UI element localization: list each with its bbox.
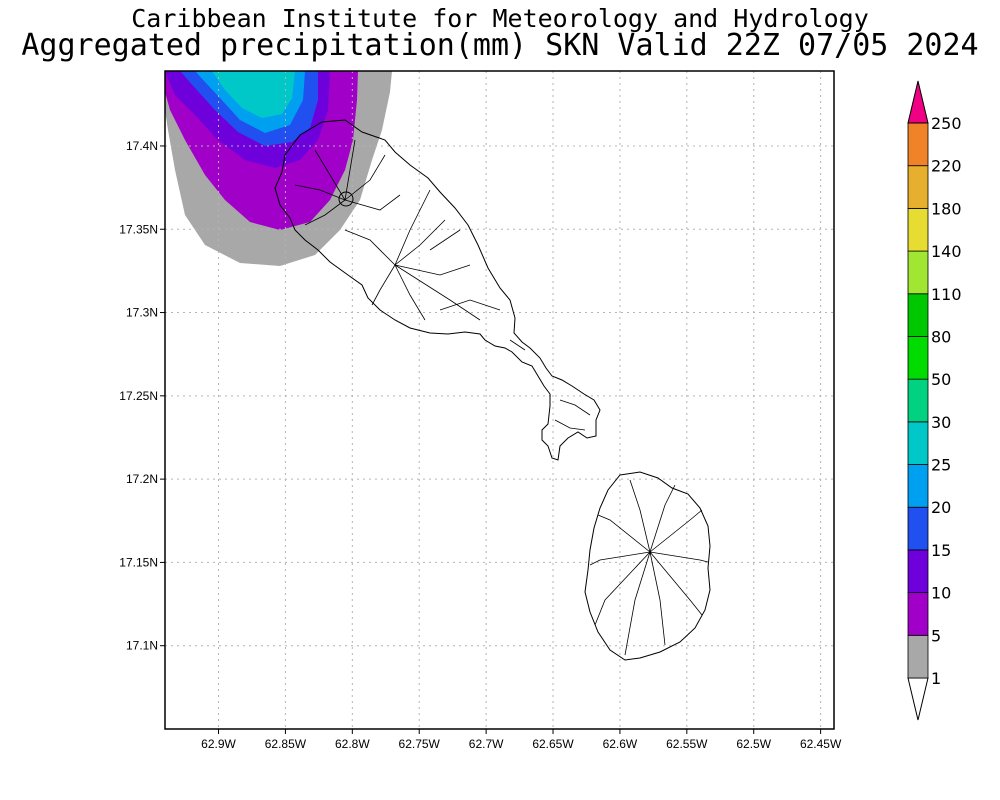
colorbar-label: 220 [931, 157, 962, 176]
colorbar-segment [907, 207, 929, 252]
island-nevis [584, 471, 711, 661]
y-tick-label: 17.25N [119, 389, 158, 403]
x-tick-label: 62.8W [335, 737, 370, 751]
y-tick-label: 17.2N [126, 472, 158, 486]
x-tick-label: 62.7W [469, 737, 504, 751]
x-axis: 62.9W 62.85W 62.8W 62.75W 62.7W 62.65W 62.6W 62… [201, 729, 842, 751]
colorbar-label: 5 [931, 626, 941, 645]
nevis-drainage [589, 479, 709, 656]
chart-title: Caribbean Institute for Meteorology and … [131, 4, 869, 33]
x-tick-label: 62.5W [736, 737, 771, 751]
colorbar-bottom-triangle [907, 677, 929, 721]
colorbar-segment [907, 293, 929, 337]
colorbar-segment [907, 592, 929, 636]
colorbar-segment [907, 165, 929, 209]
colorbar-label: 110 [931, 285, 962, 304]
colorbar-segment [907, 549, 929, 594]
x-tick-label: 62.65W [532, 737, 574, 751]
grid-lines [165, 71, 834, 729]
x-tick-label: 62.75W [399, 737, 441, 751]
colorbar-segment [907, 464, 929, 508]
y-axis: 17.4N 17.35N 17.3N 17.25N 17.2N 17.15N 17.1N [119, 139, 165, 653]
y-tick-label: 17.4N [126, 139, 158, 153]
colorbar-segment [907, 421, 929, 465]
colorbar-label: 250 [931, 114, 962, 133]
plot-frame [164, 70, 835, 730]
y-tick-label: 17.15N [119, 555, 158, 569]
colorbar-segment [907, 122, 929, 167]
colorbar-label: 20 [931, 498, 951, 517]
x-tick-label: 62.85W [265, 737, 307, 751]
colorbar-label: 10 [931, 584, 951, 603]
st-kitts-coastline [274, 119, 601, 461]
colorbar-top-triangle [907, 80, 929, 124]
colorbar-label: 50 [931, 370, 951, 389]
y-tick-label: 17.3N [126, 306, 158, 320]
mount-liamuiga-crater [338, 191, 354, 207]
colorbar-segment [907, 378, 929, 423]
island-st-kitts [274, 119, 601, 461]
colorbar-label: 25 [931, 456, 951, 475]
nevis-coastline [584, 471, 711, 661]
colorbar-label: 15 [931, 541, 951, 560]
precip-band-25-30 [212, 71, 295, 118]
colorbar-segment [907, 634, 929, 679]
colorbar-label: 30 [931, 413, 951, 432]
x-tick-label: 62.9W [201, 737, 236, 751]
chart-subtitle: Aggregated precipitation(mm) SKN Valid 2… [21, 28, 979, 63]
y-tick-label: 17.35N [119, 222, 158, 236]
x-tick-label: 62.45W [800, 737, 842, 751]
colorbar-label: 180 [931, 199, 962, 218]
colorbar-label: 140 [931, 242, 962, 261]
st-kitts-drainage [294, 139, 591, 431]
colorbar-segment [907, 250, 929, 295]
colorbar-label: 80 [931, 327, 951, 346]
colorbar-segment [907, 506, 929, 551]
colorbar-segment [907, 336, 929, 380]
precipitation-field [165, 71, 392, 266]
y-tick-label: 17.1N [126, 639, 158, 653]
x-tick-label: 62.6W [603, 737, 638, 751]
x-tick-label: 62.55W [666, 737, 708, 751]
colorbar-label: 1 [931, 669, 941, 688]
